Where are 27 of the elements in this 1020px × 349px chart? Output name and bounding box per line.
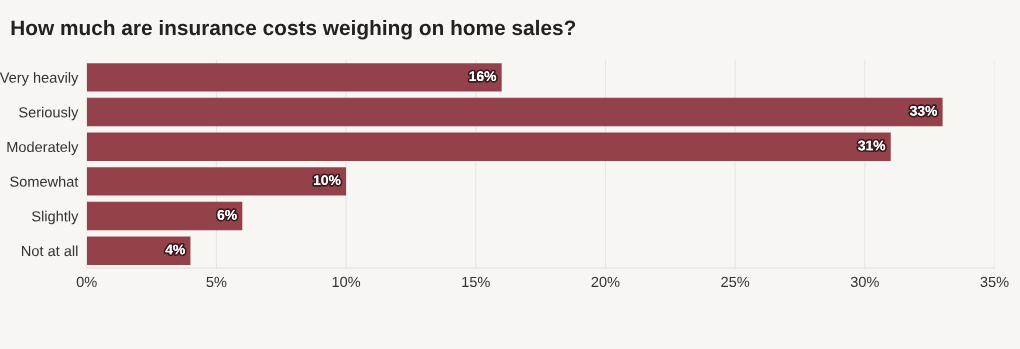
- data-label: 6%: [217, 209, 237, 220]
- data-label: 33%: [909, 105, 938, 116]
- bar: [86, 167, 347, 196]
- y-tick-label: Somewhat: [10, 176, 79, 187]
- bar: [86, 63, 502, 92]
- data-label: 10%: [313, 175, 341, 186]
- bar: [86, 236, 191, 265]
- bar: [86, 201, 243, 231]
- y-tick-label: Moderately: [7, 141, 79, 156]
- y-tick-label: Slightly: [32, 210, 79, 225]
- x-tick-label: 20%: [591, 276, 620, 288]
- y-tick-label: Very heavily: [0, 72, 79, 86]
- y-tick-label: Not at all: [22, 245, 78, 257]
- bar: [86, 132, 891, 161]
- x-tick-label: 15%: [462, 276, 490, 288]
- x-tick-label: 25%: [721, 276, 750, 288]
- x-tick-label: 5%: [206, 276, 227, 288]
- x-tick-label: 35%: [980, 276, 1009, 288]
- data-label: 31%: [858, 140, 886, 151]
- data-label: 4%: [165, 244, 185, 255]
- x-tick-label: 0%: [76, 276, 97, 288]
- bar: [86, 97, 943, 127]
- data-label: 16%: [469, 71, 497, 82]
- x-tick-label: 30%: [850, 276, 879, 288]
- y-tick-label: Seriously: [19, 106, 79, 121]
- x-tick-label: 10%: [332, 276, 361, 288]
- chart-title: How much are insurance costs weighing on home sales?: [11, 19, 576, 40]
